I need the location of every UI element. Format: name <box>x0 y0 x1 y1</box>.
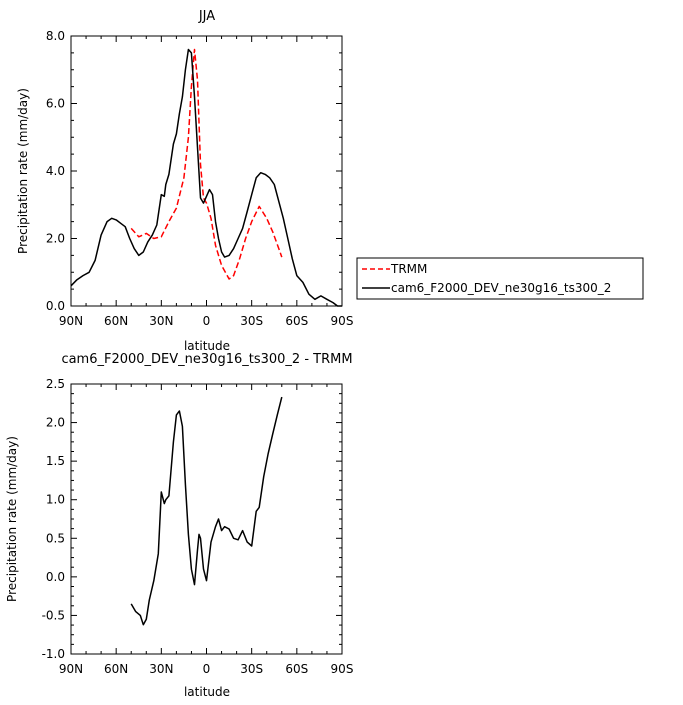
chart-title: cam6_F2000_DEV_ne30g16_ts300_2 - TRMM <box>61 352 352 367</box>
legend-label-model: cam6_F2000_DEV_ne30g16_ts300_2 <box>391 281 611 295</box>
plot-area: 90N 60N 30N 0 30S 60S 90S -1.0 -0.5 0.0 0.5 1.0 1.5 2… <box>42 377 354 676</box>
legend-box <box>356 257 644 300</box>
x-tick-label: 60N <box>104 314 128 328</box>
y-axis-label: Precipitation rate (mm/day) <box>16 88 30 254</box>
x-tick-label: 0 <box>203 314 211 328</box>
x-tick-label: 30N <box>149 662 173 676</box>
y-tick-label: 1.0 <box>46 493 65 507</box>
series-line-1 <box>70 48 342 307</box>
x-tick-label: 90N <box>59 662 83 676</box>
x-tick-label: 0 <box>203 662 211 676</box>
x-axis-label: latitude <box>184 339 230 353</box>
y-tick-label: -1.0 <box>42 647 65 661</box>
x-tick-label: 30N <box>149 314 173 328</box>
x-axis-label: latitude <box>184 685 230 699</box>
y-tick-label: 4.0 <box>46 164 65 178</box>
x-tick-label: 30S <box>240 662 263 676</box>
x-tick-label: 60S <box>285 314 308 328</box>
y-tick-label: 8.0 <box>46 29 65 43</box>
plot-area: 90N 60N 30N 0 30S 60S 90S 0.0 2.0 4.0 6.0 8.0 <box>46 29 354 328</box>
y-tick-label: 0.5 <box>46 531 65 545</box>
y-tick-label: 0.0 <box>46 299 65 313</box>
legend: TRMM cam6_F2000_DEV_ne30g16_ts300_2 <box>356 257 644 300</box>
y-tick-label: 2.0 <box>46 416 65 430</box>
x-tick-label: 90S <box>331 314 354 328</box>
y-tick-label: -0.5 <box>42 608 65 622</box>
x-tick-label: 60N <box>104 662 128 676</box>
y-tick-label: 2.5 <box>46 377 65 391</box>
y-axis-label: Precipitation rate (mm/day) <box>5 436 19 602</box>
x-tick-label: 60S <box>285 662 308 676</box>
y-tick-label: 2.0 <box>46 232 65 246</box>
x-tick-label: 90N <box>59 314 83 328</box>
chart-panel-bottom: cam6_F2000_DEV_ne30g16_ts300_2 - TRMM Pr… <box>5 352 353 699</box>
y-tick-label: 6.0 <box>46 97 65 111</box>
x-tick-label: 30S <box>240 314 263 328</box>
chart-title: JJA <box>198 9 215 24</box>
y-tick-label: 0.0 <box>46 570 65 584</box>
chart-panel-top: JJA Precipitation rate (mm/day) latitude… <box>16 9 353 353</box>
series-line-0 <box>130 396 283 626</box>
legend-label-trmm: TRMM <box>390 262 427 276</box>
y-tick-label: 1.5 <box>46 454 65 468</box>
plot-frame <box>70 383 343 655</box>
plot-frame <box>70 35 343 307</box>
x-tick-label: 90S <box>331 662 354 676</box>
series-line-0 <box>130 48 283 280</box>
